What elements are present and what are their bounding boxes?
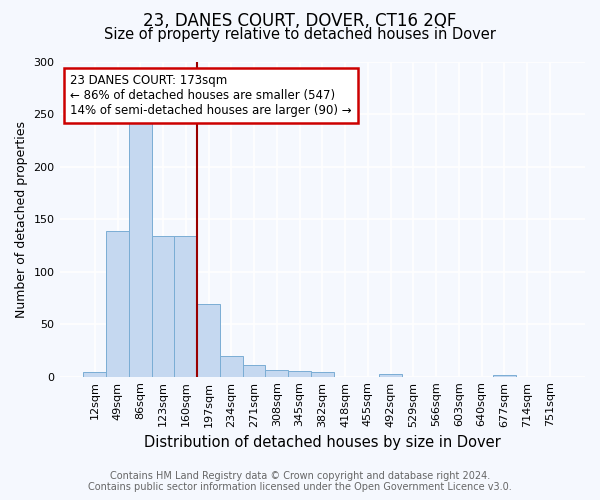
Bar	[265, 370, 288, 376]
Bar	[242, 365, 265, 376]
Bar	[288, 372, 311, 376]
Bar	[197, 304, 220, 376]
Text: 23, DANES COURT, DOVER, CT16 2QF: 23, DANES COURT, DOVER, CT16 2QF	[143, 12, 457, 30]
Bar	[220, 356, 242, 376]
Y-axis label: Number of detached properties: Number of detached properties	[15, 120, 28, 318]
Bar	[311, 372, 334, 376]
Bar	[493, 374, 515, 376]
Text: Contains HM Land Registry data © Crown copyright and database right 2024.
Contai: Contains HM Land Registry data © Crown c…	[88, 471, 512, 492]
Text: Size of property relative to detached houses in Dover: Size of property relative to detached ho…	[104, 28, 496, 42]
Text: 23 DANES COURT: 173sqm
← 86% of detached houses are smaller (547)
14% of semi-de: 23 DANES COURT: 173sqm ← 86% of detached…	[70, 74, 352, 117]
Bar	[83, 372, 106, 376]
Bar	[175, 236, 197, 376]
X-axis label: Distribution of detached houses by size in Dover: Distribution of detached houses by size …	[144, 435, 500, 450]
Bar	[152, 236, 175, 376]
Bar	[106, 230, 129, 376]
Bar	[129, 114, 152, 376]
Bar	[379, 374, 402, 376]
